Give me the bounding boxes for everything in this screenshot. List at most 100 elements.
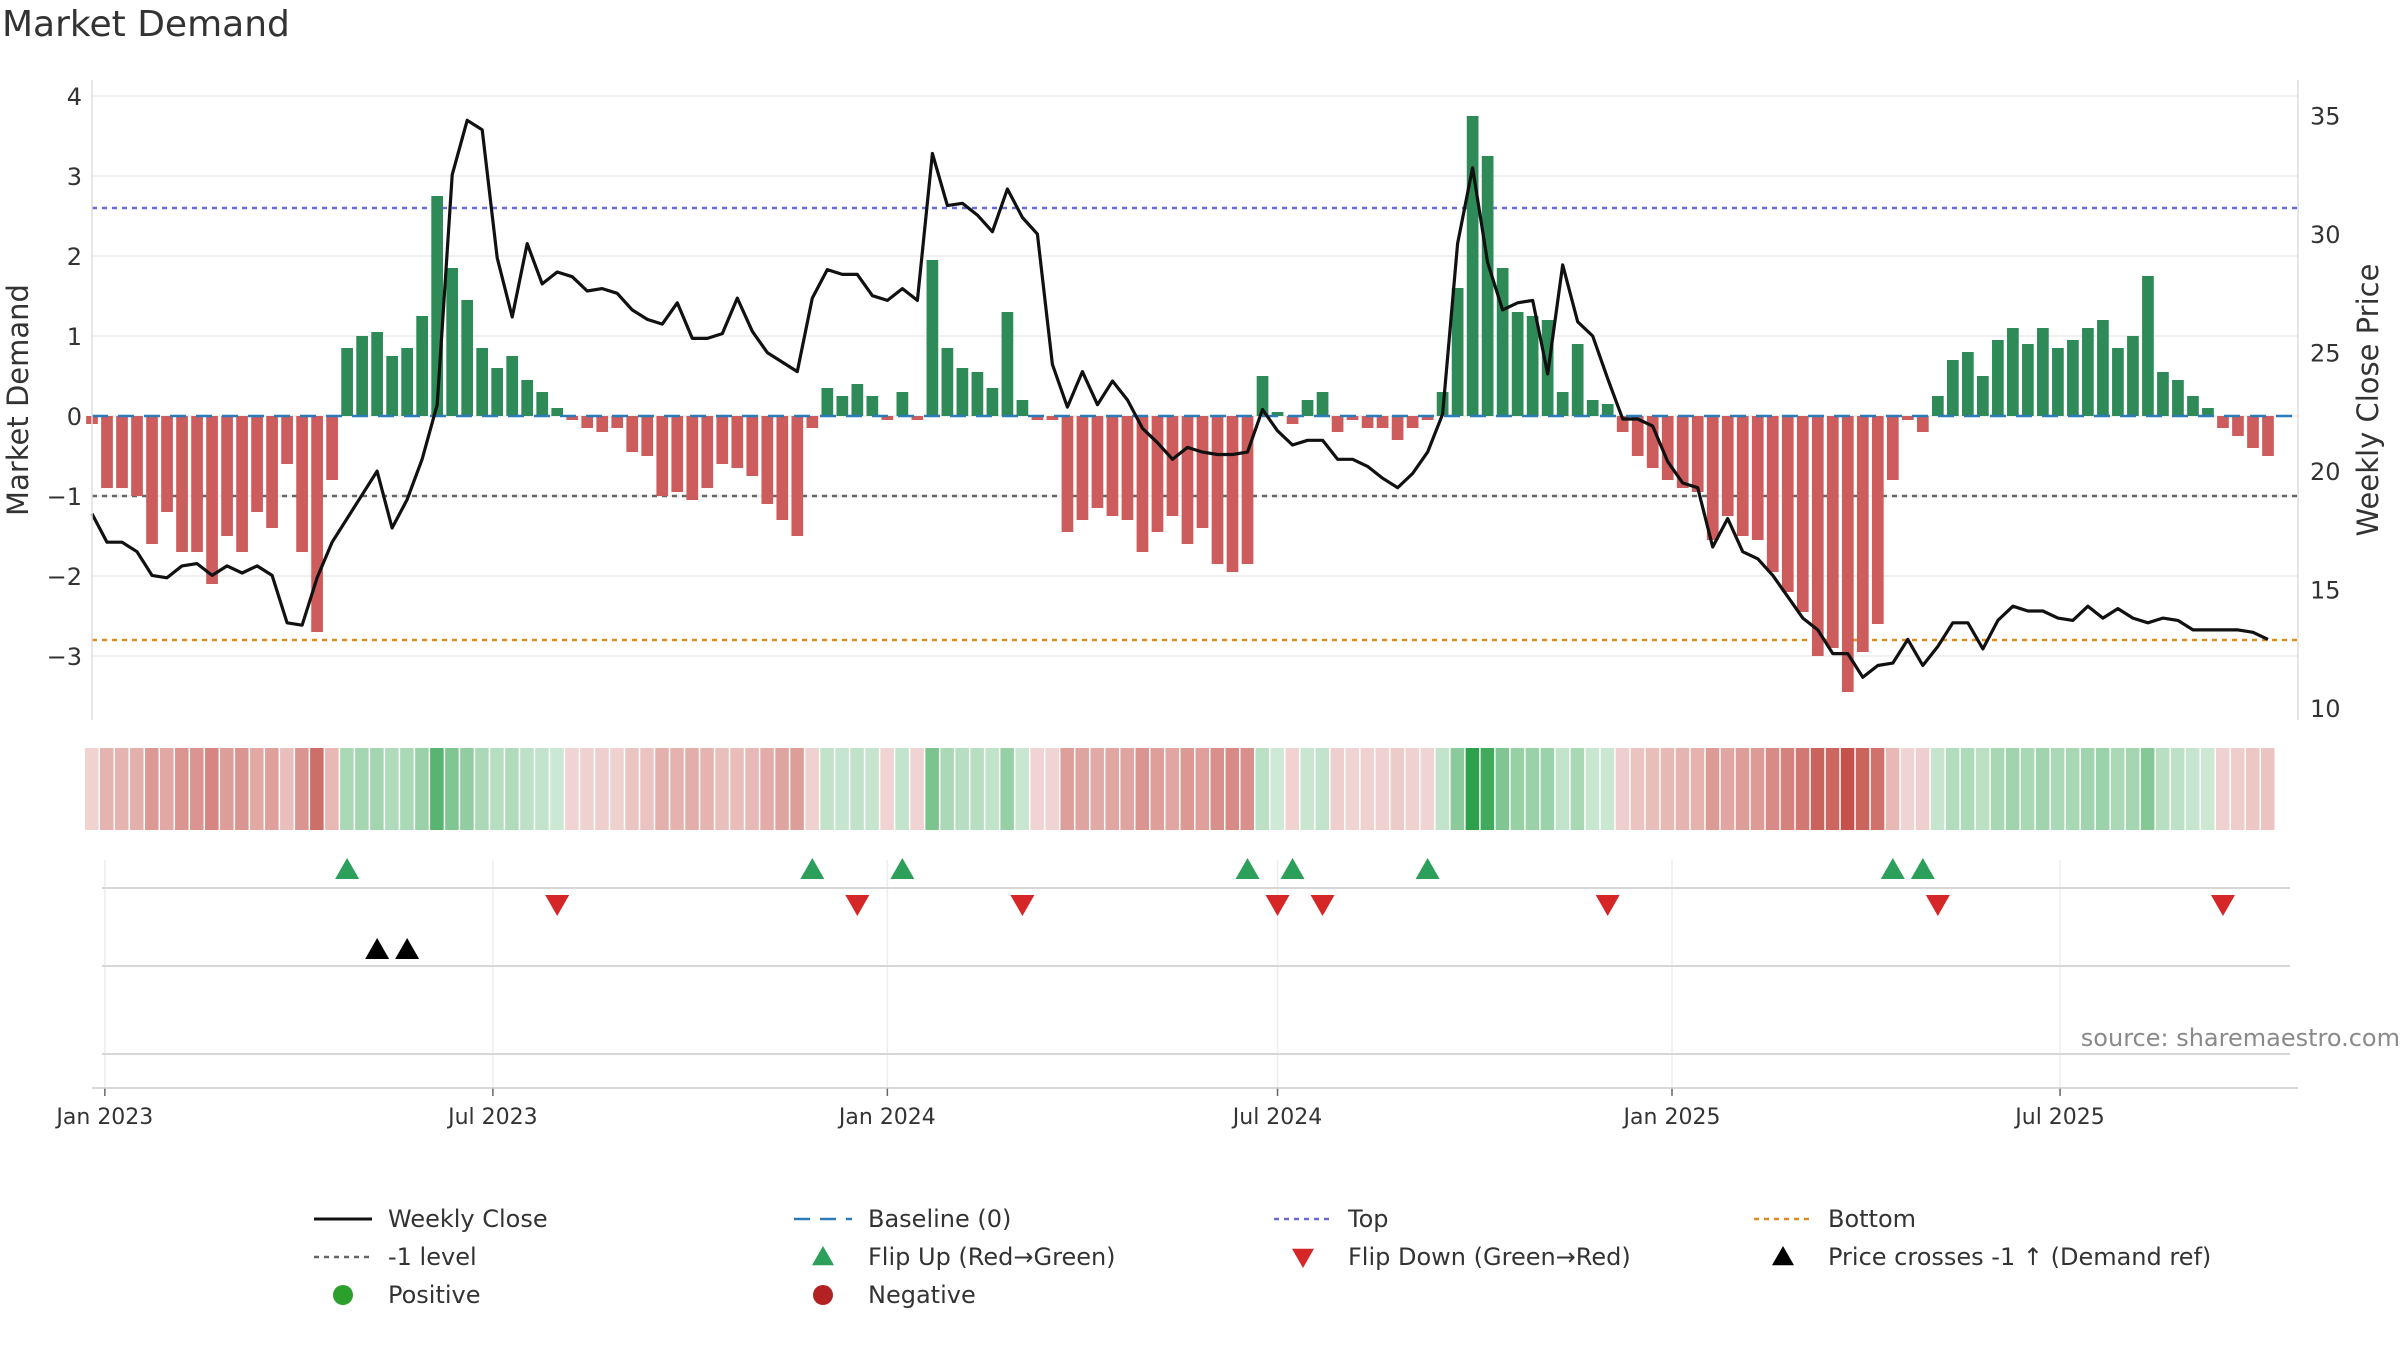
demand-bar — [1556, 392, 1569, 416]
strip-cell — [1300, 748, 1315, 830]
demand-heat-strip — [84, 748, 2275, 830]
demand-bar — [2217, 416, 2229, 428]
strip-cell — [1765, 748, 1780, 830]
strip-cell — [1390, 748, 1405, 830]
strip-cell — [790, 748, 804, 830]
flip-up-marker — [800, 858, 825, 879]
demand-bar — [1496, 268, 1509, 416]
flip-up-marker — [335, 858, 360, 879]
y-tick-label: 3 — [67, 163, 82, 191]
demand-bar — [731, 416, 744, 468]
demand-bar — [1977, 376, 1989, 416]
demand-bar — [416, 316, 429, 416]
demand-bar — [851, 384, 864, 416]
demand-bar — [1151, 416, 1164, 532]
strip-cell — [730, 748, 744, 830]
strip-cell — [895, 748, 909, 830]
demand-bar — [1286, 416, 1299, 424]
demand-bar — [446, 268, 459, 416]
strip-cell — [1450, 748, 1465, 830]
strip-cell — [1825, 748, 1840, 830]
flip-down-marker — [1595, 895, 1620, 916]
strip-cell — [1315, 748, 1330, 830]
demand-bar — [1481, 156, 1494, 416]
demand-bar — [476, 348, 489, 416]
demand-bar — [191, 416, 203, 552]
demand-bar — [281, 416, 293, 464]
strip-cell — [625, 748, 639, 830]
x-tick-label: Jul 2023 — [446, 1105, 538, 1130]
demand-bar — [1886, 416, 1899, 480]
strip-cell — [2260, 748, 2275, 830]
reference-lines — [92, 206, 2298, 642]
strip-cell — [1015, 748, 1029, 830]
demand-bar — [1361, 416, 1374, 428]
demand-bar — [746, 416, 759, 476]
strip-cell — [685, 748, 699, 830]
y-tick-label: 0 — [67, 403, 82, 431]
demand-bar — [1901, 416, 1914, 420]
strip-cell — [1855, 748, 1870, 830]
strip-cell — [2050, 748, 2065, 830]
demand-bar — [1196, 416, 1209, 528]
demand-bar — [251, 416, 263, 512]
strip-cell — [250, 748, 264, 830]
demand-bar — [266, 416, 278, 528]
strip-cell — [700, 748, 714, 830]
page-title: Market Demand — [2, 4, 290, 45]
flip-up-marker — [1910, 858, 1935, 879]
strip-cell — [1885, 748, 1900, 830]
demand-bar — [2262, 416, 2274, 456]
demand-bar — [2172, 380, 2184, 416]
demand-bar — [401, 348, 413, 416]
demand-bar — [386, 356, 398, 416]
demand-bar — [1256, 376, 1269, 416]
strip-cell — [355, 748, 369, 830]
demand-bars — [86, 116, 2274, 692]
demand-bar — [1676, 416, 1689, 488]
y2-tick-label: 25 — [2310, 340, 2341, 368]
demand-bar — [1001, 312, 1014, 416]
demand-bar — [806, 416, 819, 428]
x-tick-label: Jul 2025 — [2013, 1105, 2105, 1130]
demand-bar — [1346, 416, 1359, 420]
strip-cell — [910, 748, 924, 830]
strip-cell — [1870, 748, 1885, 830]
strip-cell — [595, 748, 609, 830]
strip-cell — [100, 748, 114, 830]
strip-cell — [115, 748, 129, 830]
strip-cell — [2095, 748, 2110, 830]
y-tick-label: 1 — [67, 323, 82, 351]
strip-cell — [2125, 748, 2140, 830]
strip-cell — [1615, 748, 1630, 830]
demand-bar — [1691, 416, 1704, 492]
strip-cell — [2170, 748, 2185, 830]
flip-down-marker — [845, 895, 870, 916]
demand-bar — [221, 416, 233, 536]
demand-bar — [371, 332, 383, 416]
strip-cell — [580, 748, 594, 830]
demand-bar — [1061, 416, 1074, 532]
demand-bar — [1631, 416, 1644, 456]
strip-cell — [2185, 748, 2200, 830]
strip-cell — [1660, 748, 1675, 830]
close-line — [90, 118, 2269, 679]
strip-cell — [1285, 748, 1300, 830]
strip-cell — [280, 748, 294, 830]
strip-cell — [1540, 748, 1555, 830]
y-tick-label: −2 — [47, 563, 82, 591]
strip-cell — [1555, 748, 1570, 830]
x-tick-label: Jan 2025 — [1622, 1105, 1721, 1130]
strip-cell — [325, 748, 339, 830]
demand-bar — [1871, 416, 1884, 624]
demand-bar — [1616, 416, 1629, 432]
demand-bar — [1781, 416, 1794, 592]
strip-cell — [430, 748, 444, 830]
strip-cell — [1690, 748, 1705, 830]
demand-bar — [671, 416, 684, 492]
demand-bar — [461, 300, 474, 416]
demand-bar — [1992, 340, 2004, 416]
demand-bar — [2022, 344, 2034, 416]
strip-cell — [1630, 748, 1645, 830]
strip-cell — [775, 748, 789, 830]
